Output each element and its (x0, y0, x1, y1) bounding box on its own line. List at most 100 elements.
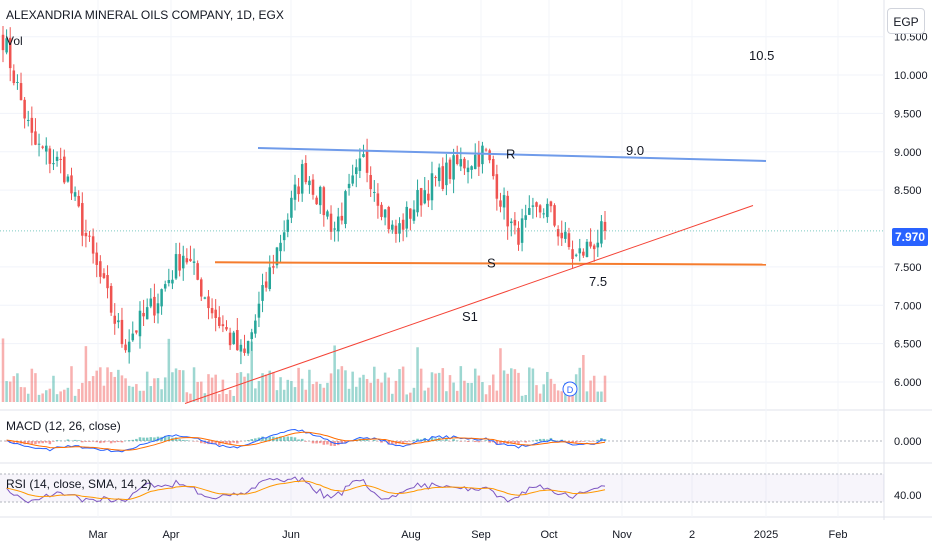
candle-body (12, 70, 16, 84)
candle-body (556, 229, 560, 237)
candle-body (66, 176, 70, 182)
candle-body (427, 193, 430, 201)
x-tick-label: 2 (689, 529, 695, 541)
volume-bar (600, 391, 603, 402)
macd-label[interactable]: MACD (12, 26, close) (6, 419, 121, 433)
volume-bar (524, 394, 527, 402)
macd-histogram-bar (275, 437, 279, 441)
volume-bar (99, 367, 102, 402)
candle-body (401, 219, 405, 230)
candle-body (16, 81, 19, 83)
volume-bar (171, 372, 174, 402)
macd-histogram-bar (127, 440, 131, 441)
candle-body (448, 159, 452, 179)
candle-body (463, 158, 466, 169)
candle-body (243, 348, 246, 353)
macd-histogram-bar (34, 441, 37, 445)
volume-bar (207, 374, 210, 402)
macd-histogram-bar (250, 439, 253, 441)
macd-histogram-bar (52, 441, 55, 442)
volume-bar (149, 386, 153, 402)
volume-bar (495, 390, 499, 402)
macd-histogram-bar (95, 441, 98, 443)
candle-body (236, 330, 239, 351)
macd-histogram-bar (311, 441, 315, 444)
volume-bar (592, 375, 596, 402)
candle-body (171, 279, 174, 284)
volume-bar (304, 389, 308, 402)
macd-histogram-bar (225, 441, 228, 445)
macd-histogram-bar (181, 439, 185, 441)
grid (0, 0, 932, 520)
macd-histogram-bar (135, 438, 138, 441)
candle-body (495, 174, 499, 199)
candle-body (574, 254, 578, 256)
macd-histogram-bar (203, 441, 207, 444)
volume-bar (358, 377, 362, 402)
candle-body (228, 332, 232, 346)
dividend-badge-label: D (567, 385, 574, 395)
macd-histogram-bar (236, 441, 239, 444)
candle-body (387, 207, 390, 230)
currency-button[interactable]: EGP (887, 8, 925, 34)
candle-body (412, 209, 416, 221)
volume-bar (23, 387, 26, 402)
annotation-label: S1 (462, 309, 478, 324)
volume-bar (553, 383, 556, 402)
volume-bar (434, 373, 437, 402)
candle-body (156, 303, 160, 314)
volume-bar (77, 388, 80, 402)
volume-bar (491, 374, 495, 402)
x-tick-label: Jun (282, 529, 300, 541)
candle-body (560, 232, 564, 239)
macd-histogram-bar (477, 441, 481, 443)
candle-body (77, 195, 80, 207)
volume-bar (297, 367, 300, 402)
candle-body (200, 279, 203, 297)
candle-body (30, 117, 34, 133)
candle-body (131, 333, 135, 341)
rsi-band (0, 474, 884, 502)
volume-bar (163, 377, 167, 402)
macd-histogram-bar (297, 439, 300, 441)
macd-histogram-bar (409, 441, 412, 442)
candle-body (585, 241, 589, 257)
volume-bar (585, 391, 589, 402)
volume-bar (66, 387, 70, 402)
volume-bar (272, 372, 275, 402)
candle-body (546, 203, 549, 218)
volume-bar (268, 370, 272, 402)
candle-body (23, 99, 26, 119)
macd-histogram-bar (553, 440, 556, 441)
candle-body (149, 298, 153, 307)
candle-body (362, 154, 365, 157)
volume-bar (430, 372, 434, 402)
candle-body (167, 280, 171, 284)
volume-bar (596, 391, 600, 402)
candle-body (37, 143, 41, 145)
macd-histogram-bar (178, 439, 181, 441)
volume-bar (254, 388, 257, 402)
candle-body (452, 155, 455, 180)
macd-histogram-bar (167, 436, 171, 441)
annotation-label: S (487, 255, 496, 270)
volume-bar (5, 381, 8, 402)
candle-body (63, 156, 66, 183)
volume-bar (481, 382, 484, 402)
volume-bar (59, 391, 62, 402)
volume-bar (19, 387, 23, 402)
volume-bar (282, 389, 286, 402)
rsi-label[interactable]: RSI (14, close, SMA, 14, 2) (6, 477, 152, 491)
volume-bar (394, 380, 398, 402)
macd-histogram-bar (210, 441, 214, 445)
macd-histogram-bar (5, 441, 8, 442)
candle-body (600, 221, 603, 244)
candle-body (502, 195, 506, 208)
candle-body (207, 296, 210, 309)
candle-body (481, 145, 484, 165)
volume-bar (218, 394, 221, 402)
macd-histogram-bar (26, 441, 30, 444)
volume-bar (455, 390, 459, 402)
candle-body (510, 221, 513, 224)
candle-body (286, 219, 290, 232)
